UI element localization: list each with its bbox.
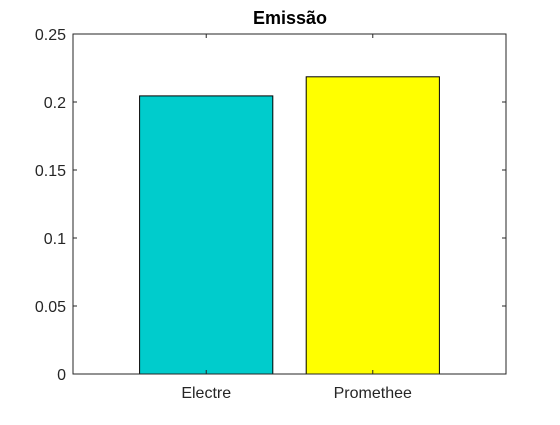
y-tick-label: 0.05 [35,299,66,316]
y-axis-ticks: 0 0.05 0.1 0.15 0.2 0.25 [35,27,506,384]
y-tick-label: 0.1 [44,231,66,248]
chart-title: Emissão [253,8,327,28]
bar-promethee [305,76,440,375]
axes-box [72,33,507,375]
bars-group [139,76,440,375]
y-tick-label: 0.2 [44,95,66,112]
y-tick-label: 0 [57,367,66,384]
x-tick-label-electre: Electre [181,385,231,402]
x-tick-label-promethee: Promethee [334,385,412,402]
y-tick-label: 0.25 [35,27,66,44]
plot-background [73,34,506,374]
x-axis-ticks: Electre Promethee [181,34,412,402]
bar-electre [139,95,274,375]
y-tick-label: 0.15 [35,163,66,180]
